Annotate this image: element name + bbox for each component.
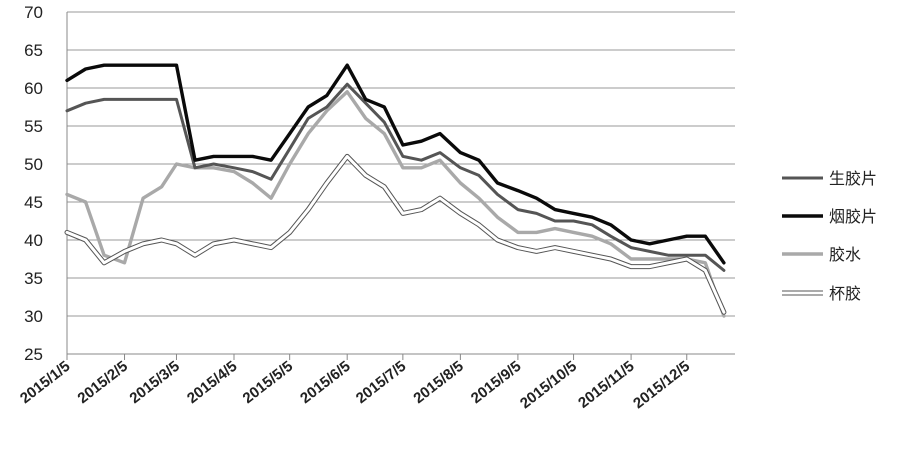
x-tick-label: 2015/5/5 xyxy=(240,358,296,407)
x-tick-label: 2015/8/5 xyxy=(410,358,466,407)
x-tick-label: 2015/6/5 xyxy=(297,358,353,407)
y-tick-label: 70 xyxy=(24,3,43,22)
series-line xyxy=(65,63,726,265)
series-line xyxy=(65,90,726,318)
legend-label: 烟胶片 xyxy=(829,207,877,226)
y-tick-label: 60 xyxy=(24,79,43,98)
y-tick-label: 30 xyxy=(24,307,43,326)
legend-label: 生胶片 xyxy=(829,169,877,188)
x-tick-label: 2015/2/5 xyxy=(75,358,131,407)
x-tick-label: 2015/7/5 xyxy=(353,358,409,407)
x-tick-label: 2015/10/5 xyxy=(517,358,580,412)
axes xyxy=(66,12,735,355)
y-tick-label: 40 xyxy=(24,231,43,250)
y-tick-label: 25 xyxy=(24,345,43,364)
y-tick-labels: 70 65 60 55 50 45 40 35 30 25 xyxy=(24,3,43,364)
y-tick-label: 55 xyxy=(24,117,43,136)
legend-label: 杯胶 xyxy=(829,284,861,303)
x-tick-label: 2015/1/5 xyxy=(17,358,73,407)
x-tick-label: 2015/9/5 xyxy=(468,358,524,407)
legend-label: 胶水 xyxy=(829,245,861,264)
x-tick-label: 2015/4/5 xyxy=(184,358,240,407)
y-tick-label: 45 xyxy=(24,193,43,212)
y-tick-label: 50 xyxy=(24,155,43,174)
series-line xyxy=(65,154,726,314)
data-series xyxy=(64,63,727,318)
x-tick-label: 2015/12/5 xyxy=(630,358,693,412)
series-line xyxy=(65,82,726,272)
y-tick-label: 35 xyxy=(24,269,43,288)
x-tick-label: 2015/11/5 xyxy=(575,358,637,412)
x-tick-label: 2015/3/5 xyxy=(126,358,182,407)
y-tick-label: 65 xyxy=(24,41,43,60)
